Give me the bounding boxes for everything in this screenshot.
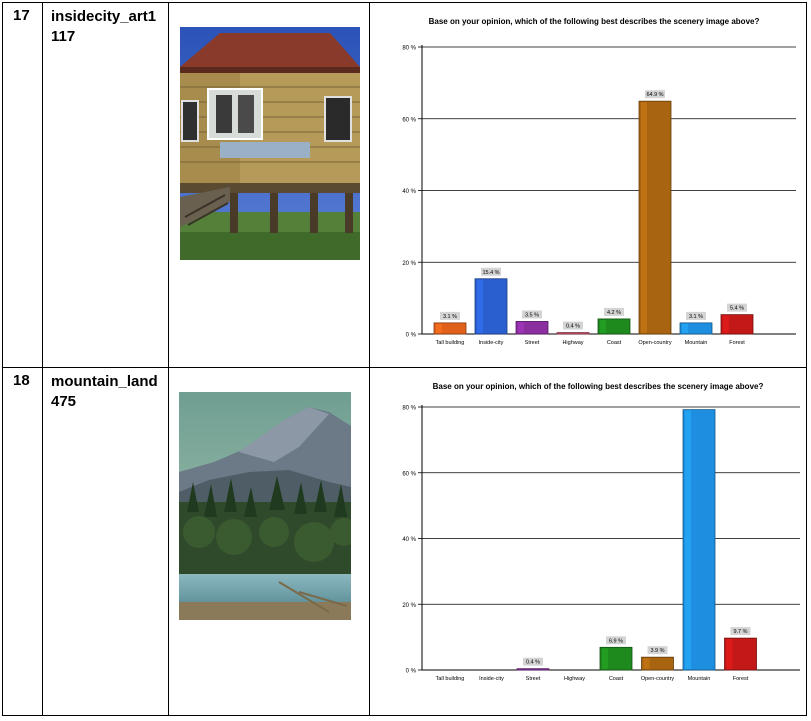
data-label: 0.4 % <box>566 324 580 330</box>
data-label: 3.1 % <box>689 314 703 320</box>
bar-highlight <box>436 323 442 333</box>
house-photo <box>180 27 360 260</box>
bar-highlight <box>685 410 691 669</box>
data-label: 64.9 % <box>646 92 663 98</box>
data-label: 4.2 % <box>607 310 621 316</box>
y-tick-label: 80 % <box>402 406 416 412</box>
bar <box>679 322 713 335</box>
data-label: 3.9 % <box>650 648 664 654</box>
row-number-cell: 18 <box>3 368 43 715</box>
bar-highlight <box>641 102 647 333</box>
y-tick-label: 20 % <box>402 603 416 609</box>
image-name-cell: mountain_land475 <box>43 368 169 715</box>
data-label: 6.9 % <box>609 638 623 644</box>
x-tick-label: Inside-city <box>479 340 504 346</box>
data-label: 3.5 % <box>525 312 539 318</box>
x-tick-label: Inside-city <box>479 676 504 682</box>
image-cell <box>169 368 370 715</box>
data-label: 15.4 % <box>482 270 499 276</box>
x-tick-label: Tall building <box>436 676 465 682</box>
y-tick-label: 40 % <box>402 189 416 195</box>
image-name: mountain_land475 <box>51 373 158 410</box>
image-name: insidecity_art1117 <box>51 8 157 45</box>
x-tick-label: Forest <box>733 676 749 682</box>
chart-title: Base on your opinion, which of the follo… <box>433 382 764 391</box>
data-label-box <box>563 321 583 330</box>
chart-cell: Base on your opinion, which of the follo… <box>370 368 806 715</box>
mountain-photo <box>179 392 351 620</box>
data-label-box <box>727 303 747 312</box>
y-tick-label: 0 % <box>406 669 417 675</box>
y-tick-label: 0 % <box>406 333 417 339</box>
bar <box>556 332 590 335</box>
table-row: 18 mountain_land475 <box>3 368 806 715</box>
data-label-box <box>604 307 624 316</box>
data-label-box <box>522 310 542 319</box>
y-tick-label: 60 % <box>402 471 416 477</box>
x-tick-label: Street <box>525 340 540 346</box>
data-label: 0.4 % <box>526 660 540 666</box>
bar <box>433 322 467 335</box>
y-tick-label: 20 % <box>402 261 416 267</box>
image-cell <box>169 3 370 367</box>
x-tick-label: Open-country <box>641 676 675 682</box>
x-tick-label: Coast <box>609 676 624 682</box>
x-tick-label: Mountain <box>685 340 708 346</box>
data-label: 9.7 % <box>733 629 747 635</box>
row-number-cell: 17 <box>3 3 43 367</box>
y-tick-label: 40 % <box>402 537 416 543</box>
x-tick-label: Coast <box>607 340 622 346</box>
chart-cell: Base on your opinion, which of the follo… <box>370 3 806 367</box>
data-label-box <box>647 646 668 655</box>
x-tick-label: Street <box>526 676 541 682</box>
chart-title: Base on your opinion, which of the follo… <box>429 17 760 26</box>
bar-highlight <box>600 319 606 333</box>
bar <box>516 668 550 671</box>
x-tick-label: Highway <box>564 676 585 682</box>
data-label-box <box>686 311 706 320</box>
bar-chart: Base on your opinion, which of the follo… <box>402 17 796 346</box>
data-label: 5.4 % <box>730 306 744 312</box>
data-label-box <box>481 267 501 276</box>
data-label-box <box>645 90 665 99</box>
x-tick-label: Forest <box>729 340 745 346</box>
bar-highlight <box>682 323 688 333</box>
bar-highlight <box>602 648 608 669</box>
row-number: 17 <box>13 7 30 24</box>
data-label-box <box>730 627 751 636</box>
row-number: 18 <box>13 372 30 389</box>
data-label-box <box>523 657 543 666</box>
data-label: 3.1 % <box>443 314 457 320</box>
bar-highlight <box>477 279 483 333</box>
table-row: 17 insidecity_art1117 <box>3 3 806 368</box>
x-tick-label: Tall building <box>436 340 465 346</box>
bar-highlight <box>518 322 524 333</box>
image-name-cell: insidecity_art1117 <box>43 3 169 367</box>
y-tick-label: 80 % <box>402 46 416 52</box>
data-label-box <box>606 636 626 645</box>
x-tick-label: Highway <box>562 340 583 346</box>
bar-highlight <box>723 315 729 333</box>
bar-highlight <box>643 658 650 669</box>
bar-chart: Base on your opinion, which of the follo… <box>402 382 800 682</box>
x-tick-label: Mountain <box>688 676 711 682</box>
x-tick-label: Open-country <box>638 340 672 346</box>
y-tick-label: 60 % <box>402 117 416 123</box>
data-label-box <box>440 311 460 320</box>
bar-highlight <box>726 639 733 669</box>
